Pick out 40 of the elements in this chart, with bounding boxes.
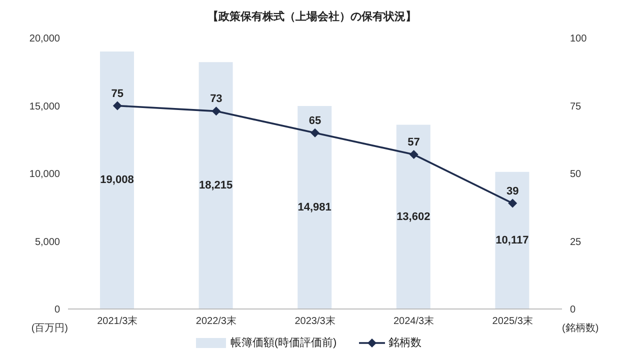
x-tick-label: 2025/3末 bbox=[492, 315, 533, 328]
x-tick-label: 2021/3末 bbox=[97, 315, 138, 328]
y-tick-label: 5,000 bbox=[34, 236, 60, 248]
y2-tick-label: 100 bbox=[570, 34, 588, 45]
y2-tick-label: 50 bbox=[570, 169, 582, 180]
data-label: 75 bbox=[111, 88, 124, 100]
bar bbox=[298, 106, 332, 309]
x-tick-label: 2024/3末 bbox=[394, 315, 434, 328]
x-tick-label: 2022/3末 bbox=[196, 315, 236, 328]
point bbox=[310, 128, 320, 138]
data-label: 18,215 bbox=[198, 180, 233, 192]
legend-label: 帳簿価額(時価評価前) bbox=[229, 336, 337, 350]
bar bbox=[198, 62, 233, 309]
data-label: 14,981 bbox=[298, 202, 332, 214]
y2-tick-label: 75 bbox=[570, 101, 582, 112]
y2-tick-label: 0 bbox=[570, 304, 576, 316]
data-label: 39 bbox=[506, 185, 519, 198]
point bbox=[508, 198, 518, 208]
bar bbox=[100, 51, 134, 309]
data-label: 19,008 bbox=[100, 174, 134, 186]
y2-tick-label: 25 bbox=[570, 236, 582, 248]
y-tick-label: 10,000 bbox=[29, 169, 60, 180]
data-label: 73 bbox=[210, 93, 222, 106]
bar bbox=[495, 172, 530, 309]
chart-title: 【政策保有株式（上場会社）の保有状況】 bbox=[206, 10, 418, 25]
y2-axis-title: (銘柄数) bbox=[562, 322, 599, 334]
data-label: 65 bbox=[308, 114, 322, 127]
bar bbox=[396, 124, 430, 309]
point bbox=[212, 106, 221, 116]
x-tick-label: 2023/3末 bbox=[294, 315, 336, 328]
y-axis-title: (百万円) bbox=[31, 323, 68, 334]
legend-label: 銘柄数 bbox=[388, 336, 422, 350]
point bbox=[409, 150, 418, 160]
y-tick-label: 20,000 bbox=[29, 34, 60, 45]
data-label: 57 bbox=[408, 136, 420, 149]
y-tick-label: 0 bbox=[54, 304, 60, 316]
y-tick-label: 15,000 bbox=[29, 101, 60, 112]
data-label: 13,602 bbox=[396, 210, 430, 223]
point bbox=[112, 101, 122, 110]
data-label: 10,117 bbox=[496, 234, 529, 246]
